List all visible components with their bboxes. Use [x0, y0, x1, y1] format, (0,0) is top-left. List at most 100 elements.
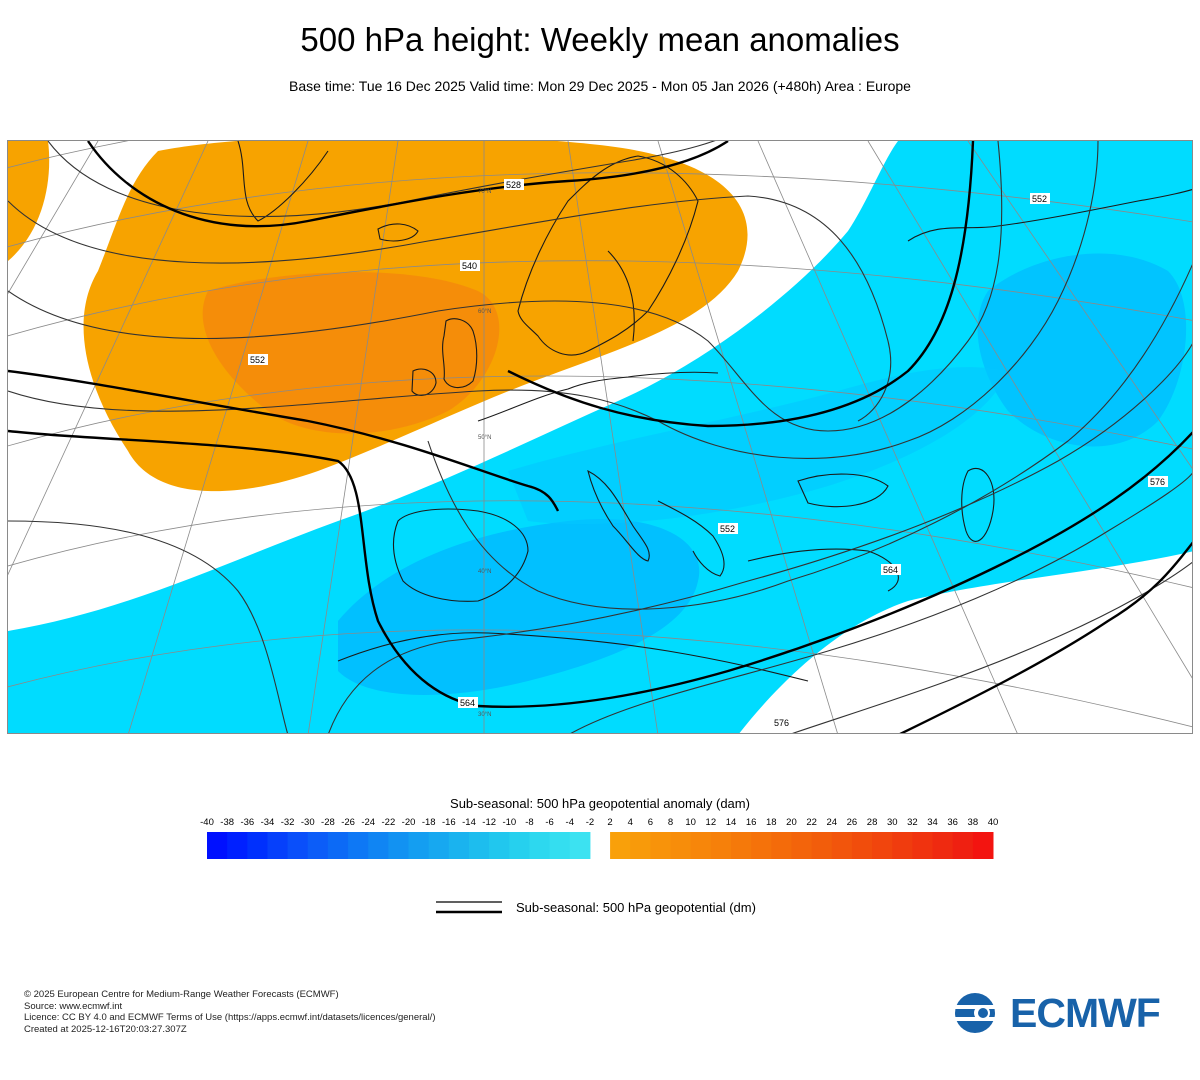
colorbar-tick-label: -20 — [402, 817, 416, 828]
colorbar-tick-label: -34 — [261, 817, 275, 828]
height-contours-thin — [8, 141, 1192, 733]
positive-anomaly-core — [202, 272, 500, 434]
colorbar-tick-label: 14 — [726, 817, 737, 828]
colorbar: -40 -38 -36 -34 -32 -30 -28 -26 -24 -22 -20 -18 -16-… — [200, 817, 999, 859]
colorbar-tick-label: 20 — [786, 817, 797, 828]
colorbar-segment-positive — [630, 832, 651, 859]
colorbar-tick-label: 26 — [847, 817, 858, 828]
colorbar-tick-label: -14 — [462, 817, 476, 828]
footer-line-source: Source: www.ecmwf.int — [24, 1000, 123, 1012]
contour-label-528: 528 — [506, 180, 521, 190]
colorbar-segment-negative — [549, 832, 571, 859]
colorbar-segment-positive — [932, 832, 954, 859]
footer-credits: © 2025 European Centre for Medium-Range … — [24, 989, 436, 1035]
colorbar-segment-negative — [529, 832, 551, 859]
contour-label-552-greece: 552 — [720, 524, 735, 534]
contour-label-576: 576 — [774, 718, 789, 728]
colorbar-tick-label: -4 — [566, 817, 574, 828]
colorbar-tick-label: 16 — [746, 817, 757, 828]
colorbar-tick-label: -26 — [341, 817, 355, 828]
anomaly-map: 528 540 552 564 576 552 564 576 552 60°N… — [7, 140, 1193, 734]
colorbar-segment-positive — [912, 832, 934, 859]
colorbar-segment-negative — [348, 832, 369, 859]
colorbar-segment-negative — [207, 832, 228, 859]
colorbar-segment-negative — [569, 832, 591, 859]
chart-subtitle: Base time: Tue 16 Dec 2025 Valid time: M… — [289, 78, 911, 94]
colorbar-tick-label: -10 — [502, 817, 516, 828]
latitude-labels: 60°N 50°N 40°N 30°N 70°N — [478, 189, 491, 718]
footer-line-licence: Licence: CC BY 4.0 and ECMWF Terms of Us… — [24, 1012, 436, 1023]
contour-label-552-north: 552 — [1032, 194, 1047, 204]
contour-label-564: 564 — [460, 698, 475, 708]
colorbar-segment-positive — [650, 832, 672, 859]
chart-title: 500 hPa height: Weekly mean anomalies — [300, 21, 900, 58]
colorbar-tick-label: 4 — [628, 817, 633, 828]
colorbar-tick-label: 28 — [867, 817, 878, 828]
negative-anomaly-core-east — [977, 253, 1187, 447]
colorbar-tick-label: 6 — [648, 817, 653, 828]
colorbar-segment-negative — [489, 832, 510, 859]
colorbar-segment-positive — [851, 832, 873, 859]
colorbar-segment-negative — [428, 832, 450, 859]
colorbar-tick-label: 40 — [988, 817, 999, 828]
colorbar-tick-label: 18 — [766, 817, 777, 828]
lat-label-50: 50°N — [478, 435, 491, 441]
colorbar-tick-label: -40 — [200, 817, 214, 828]
height-contours-thick — [8, 141, 1192, 733]
colorbar-segment-positive — [811, 832, 833, 859]
colorbar-tick-label: -24 — [361, 817, 375, 828]
colorbar-segment-positive — [670, 832, 692, 859]
colorbar-tick-label: 10 — [685, 817, 696, 828]
colorbar-segment-positive — [710, 832, 732, 859]
colorbar-tick-label: -18 — [422, 817, 436, 828]
lat-label-30: 30°N — [478, 712, 491, 718]
colorbar-segment-positive — [610, 832, 631, 859]
colorbar-segment-negative — [327, 832, 349, 859]
colorbar-segment-negative — [227, 832, 248, 859]
negative-anomaly-belt — [508, 367, 1008, 525]
contour-label-540: 540 — [462, 261, 477, 271]
colorbar-segment-negative — [388, 832, 410, 859]
footer-line-created: Created at 2025-12-16T20:03:27.307Z — [24, 1023, 187, 1035]
colorbar-tick-label: -12 — [482, 817, 496, 828]
coastlines — [237, 141, 1192, 682]
colorbar-tick-label: 8 — [668, 817, 673, 828]
legend-line-label: Sub-seasonal: 500 hPa geopotential (dm) — [516, 900, 756, 915]
colorbar-segment-negative — [509, 832, 530, 859]
lat-label-60: 60°N — [478, 309, 491, 315]
legend-line-symbol — [436, 901, 502, 914]
contour-label-576-east: 576 — [1150, 477, 1165, 487]
colorbar-segment-positive — [892, 832, 913, 859]
colorbar-segment-positive — [751, 832, 772, 859]
negative-anomaly-core-med — [338, 519, 700, 695]
colorbar-tick-label: 34 — [927, 817, 938, 828]
colorbar-segment-positive — [972, 832, 994, 859]
colorbar-title: Sub-seasonal: 500 hPa geopotential anoma… — [450, 796, 750, 811]
colorbar-tick-label: -8 — [525, 817, 533, 828]
colorbar-tick-label: -28 — [321, 817, 335, 828]
colorbar-tick-label: -32 — [281, 817, 295, 828]
colorbar-segment-negative — [247, 832, 268, 859]
map-canvas: 528 540 552 564 576 552 564 576 552 60°N… — [8, 141, 1192, 733]
ecmwf-logo-text: ECMWF — [1010, 990, 1161, 1036]
colorbar-tick-label: 12 — [706, 817, 717, 828]
contour-labels: 528 540 552 564 576 552 564 576 552 — [248, 179, 1168, 728]
colorbar-tick-label: -22 — [382, 817, 396, 828]
colorbar-segment-positive — [771, 832, 792, 859]
colorbar-segment-positive — [872, 832, 893, 859]
colorbar-segment-negative — [368, 832, 389, 859]
positive-anomaly-west — [8, 141, 50, 261]
colorbar-segment-negative — [448, 832, 470, 859]
colorbar-tick-label: 22 — [806, 817, 817, 828]
lat-label-70: 70°N — [478, 189, 491, 195]
colorbar-tick-label: -38 — [220, 817, 234, 828]
colorbar-tick-label: 24 — [826, 817, 837, 828]
colorbar-segment-positive — [731, 832, 752, 859]
colorbar-segment-positive — [690, 832, 712, 859]
ecmwf-logo-icon — [955, 993, 1005, 1033]
colorbar-segment-positive — [952, 832, 974, 859]
footer-line-copyright: © 2025 European Centre for Medium-Range … — [24, 989, 339, 1000]
colorbar-segment-negative — [307, 832, 329, 859]
lat-label-40: 40°N — [478, 569, 491, 575]
colorbar-segment-positive — [791, 832, 813, 859]
